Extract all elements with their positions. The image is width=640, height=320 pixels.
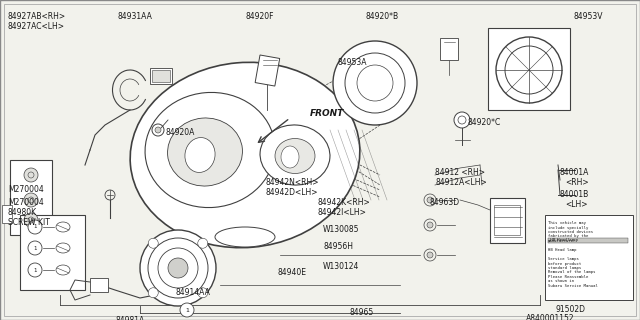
Text: 84942D<LH>: 84942D<LH> xyxy=(265,188,317,197)
Bar xyxy=(548,238,628,243)
Text: 84927AB<RH>: 84927AB<RH> xyxy=(8,12,66,21)
Text: 84920*B: 84920*B xyxy=(365,12,398,21)
Circle shape xyxy=(24,168,38,182)
Text: 84920A: 84920A xyxy=(165,128,195,137)
Text: 1: 1 xyxy=(33,225,36,229)
Text: before product: before product xyxy=(548,261,581,266)
Text: 84981A: 84981A xyxy=(115,316,144,320)
Text: 84920F: 84920F xyxy=(245,12,273,21)
Text: W130085: W130085 xyxy=(323,225,360,234)
Text: 84920*C: 84920*C xyxy=(468,118,501,127)
Text: 84914AA: 84914AA xyxy=(175,288,210,297)
Text: 84953V: 84953V xyxy=(574,12,604,21)
Text: 84942I<LH>: 84942I<LH> xyxy=(318,208,367,217)
Text: SCREW KIT: SCREW KIT xyxy=(8,218,50,227)
Ellipse shape xyxy=(185,138,215,172)
Circle shape xyxy=(140,230,216,306)
Circle shape xyxy=(198,288,208,298)
Ellipse shape xyxy=(130,62,360,248)
Text: Please Reassemble: Please Reassemble xyxy=(548,275,588,279)
Ellipse shape xyxy=(168,118,243,186)
Circle shape xyxy=(180,303,194,317)
Bar xyxy=(10,160,52,235)
Text: 84001A: 84001A xyxy=(560,168,589,177)
Text: 84942K<RH>: 84942K<RH> xyxy=(318,198,371,207)
Bar xyxy=(150,68,172,84)
Bar xyxy=(152,70,170,82)
Ellipse shape xyxy=(281,146,299,168)
Ellipse shape xyxy=(56,222,70,232)
Circle shape xyxy=(496,37,562,103)
Text: as shown in: as shown in xyxy=(548,279,574,284)
Text: 84912 <RH>: 84912 <RH> xyxy=(435,168,485,177)
Circle shape xyxy=(148,238,158,248)
Circle shape xyxy=(24,213,38,227)
Circle shape xyxy=(24,193,38,207)
Ellipse shape xyxy=(275,139,315,173)
Bar xyxy=(440,38,458,60)
Text: 84001B: 84001B xyxy=(560,190,589,199)
Circle shape xyxy=(28,241,42,255)
Text: 84940E: 84940E xyxy=(278,268,307,277)
Text: 1: 1 xyxy=(33,245,36,251)
Text: M270004: M270004 xyxy=(8,198,44,207)
Text: 91502D: 91502D xyxy=(556,305,586,314)
Text: W130124: W130124 xyxy=(323,262,360,271)
Ellipse shape xyxy=(56,265,70,275)
Circle shape xyxy=(427,252,433,258)
Text: 84912A<LH>: 84912A<LH> xyxy=(435,178,487,187)
Text: 84927AC<LH>: 84927AC<LH> xyxy=(8,22,65,31)
Circle shape xyxy=(454,112,470,128)
Ellipse shape xyxy=(215,227,275,247)
Text: 1: 1 xyxy=(33,268,36,273)
Circle shape xyxy=(333,41,417,125)
Ellipse shape xyxy=(56,243,70,253)
Ellipse shape xyxy=(260,125,330,185)
Text: 84980K: 84980K xyxy=(8,208,37,217)
Text: 84931AA: 84931AA xyxy=(118,12,153,21)
Text: standard lamps: standard lamps xyxy=(548,266,581,270)
Text: HB Head lamp: HB Head lamp xyxy=(550,238,578,242)
Bar xyxy=(490,198,525,243)
Text: 84953A: 84953A xyxy=(338,58,367,67)
Text: Removal of the lamps: Removal of the lamps xyxy=(548,270,595,275)
Bar xyxy=(255,55,280,86)
Text: M270004: M270004 xyxy=(8,185,44,194)
Circle shape xyxy=(152,124,164,136)
Text: Subaru Service Manual: Subaru Service Manual xyxy=(548,284,598,288)
Bar xyxy=(494,205,520,235)
Bar xyxy=(90,278,108,292)
Text: manufacturer.: manufacturer. xyxy=(548,239,579,243)
Bar xyxy=(545,215,633,300)
Text: 84956H: 84956H xyxy=(323,242,353,251)
Circle shape xyxy=(427,197,433,203)
Text: include specially: include specially xyxy=(548,226,588,229)
Text: fabricated by the: fabricated by the xyxy=(548,235,588,238)
Text: 84963D: 84963D xyxy=(430,198,460,207)
Circle shape xyxy=(155,127,161,133)
Text: 84965: 84965 xyxy=(350,308,374,317)
Bar xyxy=(488,28,570,110)
Text: constructed devices: constructed devices xyxy=(548,230,593,234)
Bar xyxy=(2,205,12,223)
Text: <LH>: <LH> xyxy=(565,200,588,209)
Text: <RH>: <RH> xyxy=(565,178,589,187)
Text: This vehicle may: This vehicle may xyxy=(548,221,586,225)
Text: 1: 1 xyxy=(185,308,189,313)
Text: HB Head lamp: HB Head lamp xyxy=(548,248,577,252)
Circle shape xyxy=(198,238,208,248)
Ellipse shape xyxy=(145,92,275,208)
Circle shape xyxy=(168,258,188,278)
Text: FRONT: FRONT xyxy=(310,108,344,117)
Text: A840001152: A840001152 xyxy=(526,314,575,320)
Bar xyxy=(20,215,85,290)
Circle shape xyxy=(28,263,42,277)
Circle shape xyxy=(427,222,433,228)
Circle shape xyxy=(148,288,158,298)
Text: 84942N<RH>: 84942N<RH> xyxy=(265,178,319,187)
Text: Service lamps: Service lamps xyxy=(548,257,579,261)
Circle shape xyxy=(28,220,42,234)
